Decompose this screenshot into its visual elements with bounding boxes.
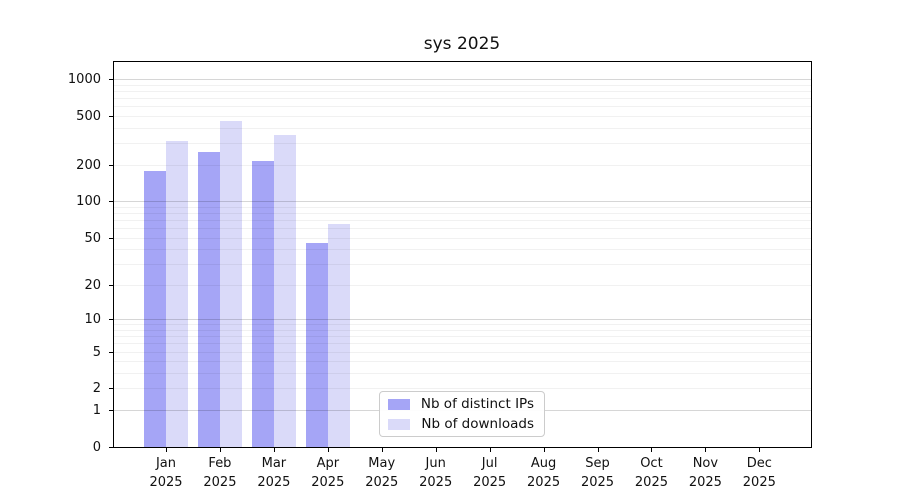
y-tick-label: 1000 xyxy=(67,71,101,87)
x-tick-mark xyxy=(166,448,167,452)
x-tick-year: 2025 xyxy=(634,475,668,490)
legend-swatch-distinct-ips xyxy=(388,398,410,410)
y-tick-label: 50 xyxy=(84,230,101,246)
y-tick-mark xyxy=(109,78,113,80)
gridline-minor xyxy=(114,143,811,144)
y-tick-mark xyxy=(109,351,113,353)
x-tick-mark xyxy=(435,448,437,452)
gridline-major xyxy=(114,78,811,80)
legend-item-distinct-ips: Nb of distinct IPs xyxy=(388,396,534,412)
x-tick-label: Feb 2025 xyxy=(190,454,250,492)
x-tick-year: 2025 xyxy=(473,475,507,490)
y-tick-mark xyxy=(109,319,113,321)
bar-distinct-ips-jan xyxy=(144,170,166,447)
x-tick-year: 2025 xyxy=(203,475,237,490)
legend: Nb of distinct IPs Nb of downloads xyxy=(379,391,545,437)
legend-label-downloads: Nb of downloads xyxy=(421,416,534,432)
x-tick-mark xyxy=(705,448,707,452)
x-tick-label: Nov 2025 xyxy=(675,454,735,492)
y-tick-label: 100 xyxy=(76,194,101,210)
legend-label-distinct-ips: Nb of distinct IPs xyxy=(420,396,534,412)
bar-distinct-ips-feb xyxy=(198,152,220,447)
x-tick-year: 2025 xyxy=(580,475,615,490)
x-tick-mark xyxy=(759,448,761,452)
chart-title: sys 2025 xyxy=(423,34,501,54)
x-tick-label: Apr 2025 xyxy=(298,454,358,492)
bar-downloads-mar xyxy=(273,135,296,447)
bar-downloads-feb xyxy=(219,120,242,447)
x-tick-year: 2025 xyxy=(365,475,399,490)
x-tick-mark xyxy=(381,448,383,452)
gridline-minor xyxy=(114,90,811,92)
y-tick-mark xyxy=(109,237,113,239)
bar-distinct-ips-apr xyxy=(306,243,328,447)
gridline-minor xyxy=(114,127,811,129)
x-tick-year: 2025 xyxy=(149,475,183,490)
x-tick-mark xyxy=(651,448,653,452)
y-tick-mark xyxy=(109,164,113,166)
x-tick-year: 2025 xyxy=(527,475,561,490)
y-tick-mark xyxy=(109,201,113,203)
x-tick-mark xyxy=(327,448,329,452)
plot-area: Nb of distinct IPs Nb of downloads xyxy=(113,61,812,448)
y-tick-mark xyxy=(109,388,113,390)
y-tick-label: 500 xyxy=(76,108,101,124)
legend-swatch-downloads xyxy=(388,418,411,430)
y-tick-mark xyxy=(109,284,113,286)
x-tick-year: 2025 xyxy=(688,475,722,490)
y-tick-label: 5 xyxy=(92,344,101,360)
y-tick-mark xyxy=(109,447,113,448)
x-tick-year: 2025 xyxy=(257,475,291,490)
y-tick-label: 0 xyxy=(92,440,101,455)
y-tick-label: 2 xyxy=(92,381,101,397)
y-tick-label: 200 xyxy=(76,157,101,173)
x-tick-mark xyxy=(543,448,545,452)
x-tick-label: Oct 2025 xyxy=(621,454,681,492)
x-tick-label: Jun 2025 xyxy=(406,454,466,492)
x-tick-label: Sep 2025 xyxy=(568,454,628,492)
x-tick-year: 2025 xyxy=(742,475,776,490)
x-tick-mark xyxy=(597,448,599,452)
x-tick-label: May 2025 xyxy=(352,454,412,492)
bar-distinct-ips-mar xyxy=(252,160,274,447)
y-tick-mark xyxy=(109,115,113,117)
y-tick-label: 1 xyxy=(92,403,101,419)
x-tick-mark xyxy=(273,448,275,452)
x-tick-label: Mar 2025 xyxy=(244,454,304,492)
y-tick-label: 20 xyxy=(84,277,101,293)
x-tick-mark xyxy=(489,448,491,452)
x-tick-label: Dec 2025 xyxy=(729,454,789,492)
y-tick-mark xyxy=(109,410,113,412)
x-tick-label: Jan 2025 xyxy=(136,454,196,492)
bar-downloads-jan xyxy=(166,140,188,447)
x-tick-label: Jul 2025 xyxy=(460,454,520,492)
x-tick-year: 2025 xyxy=(419,475,453,490)
y-tick-label: 10 xyxy=(84,312,101,328)
x-tick-year: 2025 xyxy=(311,475,345,490)
x-tick-label: Aug 2025 xyxy=(514,454,574,492)
gridline-minor xyxy=(114,97,811,99)
x-tick-mark xyxy=(219,448,221,452)
gridline-minor xyxy=(114,84,811,86)
bar-downloads-apr xyxy=(327,223,350,447)
legend-item-downloads: Nb of downloads xyxy=(388,416,534,432)
gridline-minor xyxy=(114,106,811,108)
gridline-minor xyxy=(114,115,811,117)
